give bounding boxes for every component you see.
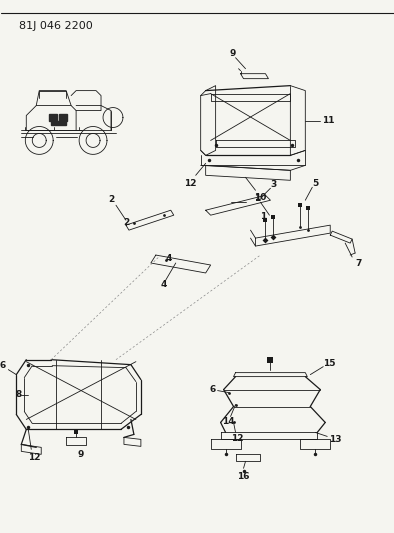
Text: 4: 4 — [161, 280, 167, 289]
Text: 6: 6 — [210, 385, 216, 394]
Text: 12: 12 — [184, 179, 197, 188]
Text: 12: 12 — [28, 453, 41, 462]
Text: 9: 9 — [78, 450, 84, 459]
Text: 12: 12 — [231, 434, 244, 443]
Bar — [51, 120, 66, 125]
Text: 6: 6 — [0, 361, 6, 370]
Text: 5: 5 — [312, 179, 318, 188]
Bar — [49, 114, 57, 120]
Text: 16: 16 — [237, 472, 250, 481]
Text: 9: 9 — [229, 49, 236, 58]
Text: 14: 14 — [222, 417, 235, 426]
Text: 2: 2 — [123, 217, 129, 227]
Text: 3: 3 — [270, 180, 277, 189]
Text: 4: 4 — [165, 254, 172, 263]
Text: 81J 046 2200: 81J 046 2200 — [19, 21, 93, 31]
Text: 2: 2 — [108, 195, 114, 204]
Text: 1: 1 — [255, 193, 260, 203]
Text: 10: 10 — [254, 193, 267, 202]
Text: 8: 8 — [15, 390, 21, 399]
Text: 1: 1 — [260, 212, 267, 221]
Text: 11: 11 — [322, 116, 335, 125]
Bar — [59, 114, 67, 120]
Text: 15: 15 — [323, 359, 335, 368]
Text: 7: 7 — [355, 259, 361, 268]
Text: 13: 13 — [329, 435, 342, 444]
